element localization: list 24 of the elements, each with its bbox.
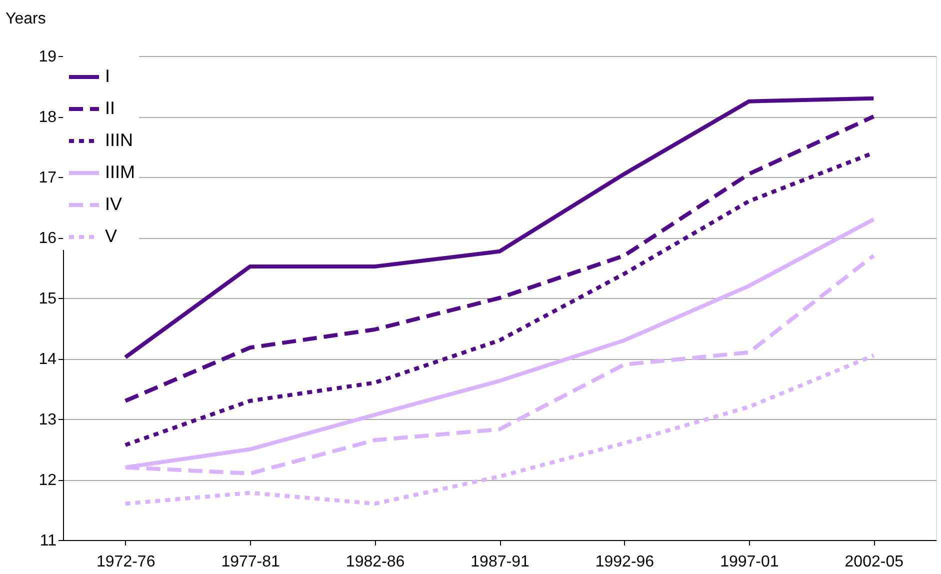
y-tick-label: 15 xyxy=(38,290,57,308)
y-tick-label: 14 xyxy=(38,351,57,368)
x-tick-label: 1987-91 xyxy=(470,554,530,570)
x-tick-label: 1972-76 xyxy=(96,554,156,570)
legend-label: V xyxy=(105,226,118,246)
x-tick-label: 1977-81 xyxy=(221,554,280,570)
y-tick-label: 11 xyxy=(40,532,57,550)
legend-label: I xyxy=(105,66,110,86)
line-series xyxy=(123,353,876,506)
y-tick-label: 12 xyxy=(38,472,57,489)
legend-label: IIIM xyxy=(105,162,135,182)
y-tick-label: 18 xyxy=(38,109,57,126)
y-tick-label: 17 xyxy=(38,170,57,186)
y-tick-label: 19 xyxy=(38,48,57,66)
legend-label: IV xyxy=(105,194,122,214)
x-tick-label: 1982-86 xyxy=(346,554,405,570)
y-axis-title: Years xyxy=(6,10,46,28)
legend-label: II xyxy=(105,98,116,118)
x-tick-label: 1997-01 xyxy=(720,554,779,570)
legend-label: IIIN xyxy=(105,130,134,150)
x-tick-label: 1992-96 xyxy=(595,554,654,570)
x-tick-label: 2002-05 xyxy=(844,554,904,570)
y-tick-label: 13 xyxy=(38,412,57,428)
y-tick-label: 16 xyxy=(38,230,57,247)
